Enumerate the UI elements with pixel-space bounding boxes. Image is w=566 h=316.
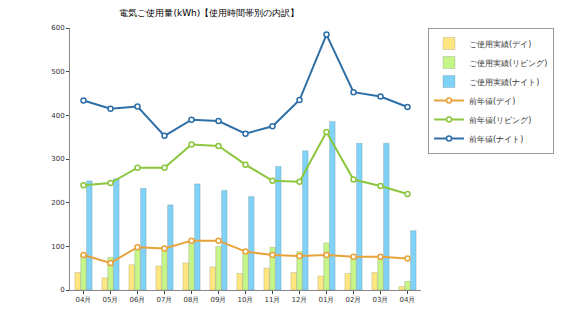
svg-text:07月: 07月 bbox=[157, 296, 173, 304]
svg-text:300: 300 bbox=[51, 155, 64, 163]
svg-text:電気ご使用量(kWh)【使用時間帯別の内訳】: 電気ご使用量(kWh)【使用時間帯別の内訳】 bbox=[119, 8, 299, 18]
svg-text:ご使用実績(ナイト): ご使用実績(ナイト) bbox=[469, 78, 539, 87]
svg-text:03月: 03月 bbox=[373, 296, 389, 304]
svg-text:ご使用実績(デイ): ご使用実績(デイ) bbox=[469, 40, 531, 49]
svg-text:04月: 04月 bbox=[400, 296, 416, 304]
svg-text:05月: 05月 bbox=[103, 296, 119, 304]
svg-text:前年値(リビング): 前年値(リビング) bbox=[469, 116, 531, 125]
svg-text:06月: 06月 bbox=[130, 296, 146, 304]
svg-text:08月: 08月 bbox=[184, 296, 200, 304]
svg-text:10月: 10月 bbox=[238, 296, 254, 304]
svg-text:前年値(ナイト): 前年値(ナイト) bbox=[469, 135, 523, 144]
svg-text:02月: 02月 bbox=[346, 296, 362, 304]
svg-text:11月: 11月 bbox=[265, 296, 281, 304]
svg-text:前年値(デイ): 前年値(デイ) bbox=[469, 97, 515, 106]
svg-text:12月: 12月 bbox=[292, 296, 308, 304]
svg-text:09月: 09月 bbox=[211, 296, 227, 304]
svg-text:100: 100 bbox=[51, 243, 64, 251]
svg-text:400: 400 bbox=[51, 112, 64, 120]
svg-text:200: 200 bbox=[51, 199, 64, 207]
svg-text:0: 0 bbox=[60, 286, 64, 294]
svg-text:ご使用実績(リビング): ご使用実績(リビング) bbox=[469, 59, 547, 68]
svg-text:500: 500 bbox=[51, 68, 64, 76]
svg-text:600: 600 bbox=[51, 24, 64, 32]
svg-text:01月: 01月 bbox=[319, 296, 335, 304]
svg-text:04月: 04月 bbox=[76, 296, 92, 304]
